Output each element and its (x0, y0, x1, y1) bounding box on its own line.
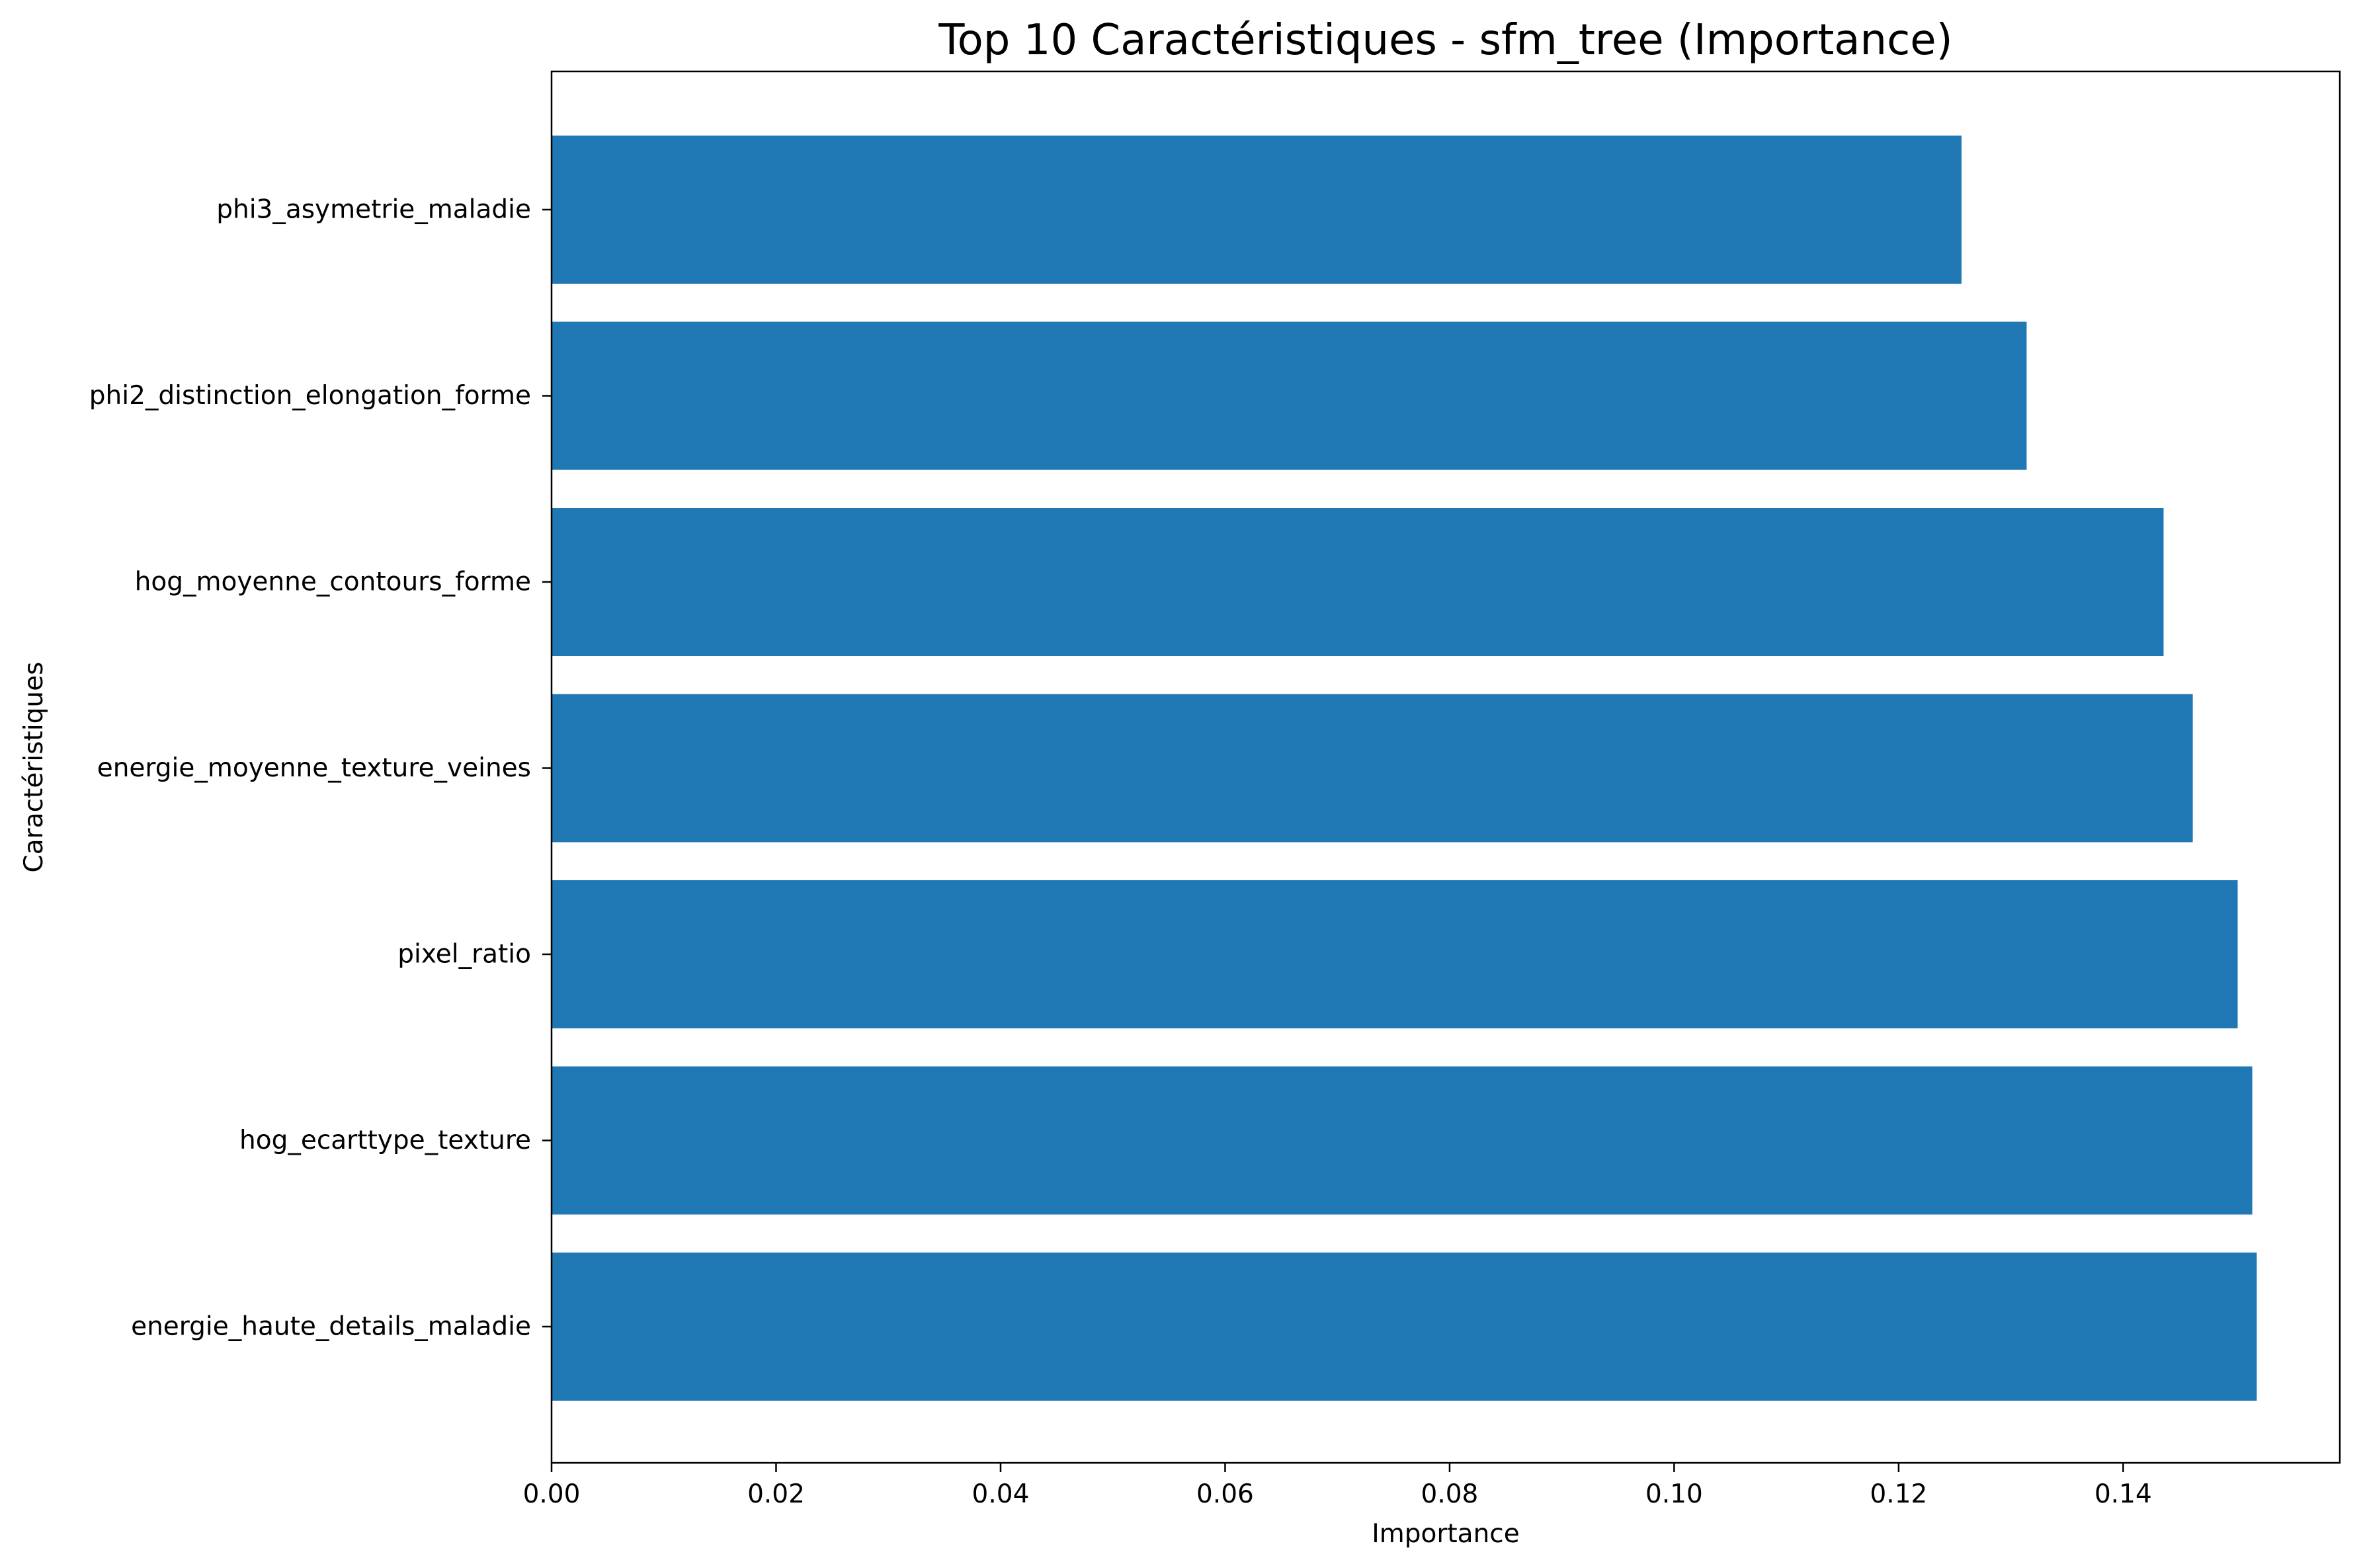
y-tick-label: energie_haute_details_maladie (131, 1312, 531, 1342)
y-tick-label: phi3_asymetrie_maladie (216, 195, 531, 225)
x-axis-label: Importance (1372, 1519, 1520, 1549)
plot-frame (550, 70, 2341, 1464)
x-axis-ticks: 0.00 0.02 0.04 0.06 0.08 0.10 0.12 0.14 (523, 1463, 2152, 1509)
x-tick-label: 0.12 (1870, 1479, 1927, 1509)
x-tick-label: 0.00 (523, 1479, 581, 1509)
y-tick-label: energie_moyenne_texture_veines (97, 753, 531, 783)
x-tick-label: 0.08 (1421, 1479, 1479, 1509)
y-tick-label: pixel_ratio (397, 940, 531, 970)
y-axis-label: Caractéristiques (19, 662, 49, 873)
y-tick-label: hog_ecarttype_texture (239, 1126, 531, 1155)
bar (552, 136, 1962, 284)
bar (552, 880, 2238, 1028)
bar (552, 694, 2193, 843)
y-tick-label: hog_moyenne_contours_forme (135, 567, 531, 597)
y-tick-label: phi2_distinction_elongation_forme (89, 381, 531, 411)
x-tick-label: 0.10 (1645, 1479, 1703, 1509)
bar (552, 1066, 2253, 1215)
bars-group (552, 136, 2257, 1401)
chart-title: Top 10 Caractéristiques - sfm_tree (Impo… (938, 16, 1952, 65)
bar (552, 508, 2164, 656)
x-tick-label: 0.14 (2094, 1479, 2152, 1509)
x-tick-label: 0.06 (1196, 1479, 1254, 1509)
bar (552, 1253, 2257, 1401)
y-axis-ticks: phi3_asymetrie_maladie phi2_distinction_e… (89, 195, 552, 1342)
x-tick-label: 0.02 (747, 1479, 805, 1509)
x-tick-label: 0.04 (972, 1479, 1030, 1509)
bar (552, 321, 2027, 470)
